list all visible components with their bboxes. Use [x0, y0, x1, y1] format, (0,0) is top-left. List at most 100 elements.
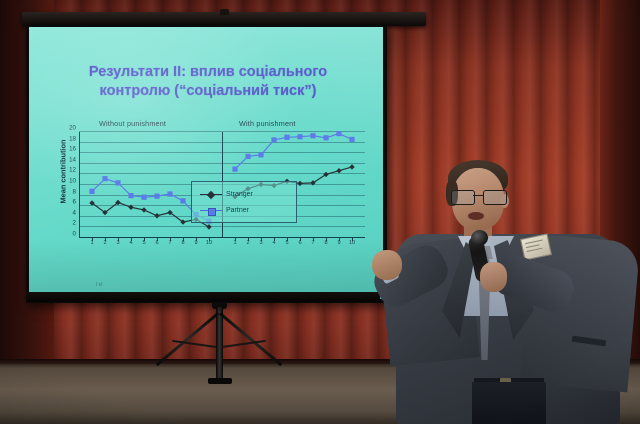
data-point-partner: [258, 152, 264, 158]
data-point-partner: [154, 193, 160, 199]
data-point-partner: [349, 136, 355, 143]
y-tick-label: 18: [69, 135, 76, 143]
x-tick-mark: [157, 238, 158, 241]
legend-label-partner: Partner: [226, 206, 249, 214]
data-point-stranger: [167, 209, 173, 216]
data-point-partner: [128, 193, 134, 199]
screen-tripod-stand: [150, 296, 290, 384]
data-point-partner: [232, 166, 238, 172]
presenter-ear: [500, 194, 509, 208]
legend-line-partner: [200, 207, 222, 216]
x-tick-label: 2: [103, 240, 107, 246]
tripod-center-post: [216, 307, 223, 379]
legend-item-partner: Partner: [200, 204, 249, 216]
x-tick-mark: [209, 238, 210, 241]
y-tick-label: 6: [72, 198, 76, 206]
presenter-trousers: [472, 382, 546, 424]
data-point-partner: [245, 153, 251, 159]
x-tick-mark: [144, 238, 145, 241]
x-tick-mark: [261, 238, 262, 241]
data-point-partner: [89, 188, 95, 194]
y-tick-label: 20: [69, 124, 76, 132]
x-tick-mark: [131, 238, 132, 241]
panel-header-without-punishment: Without punishment: [99, 119, 167, 128]
y-tick-label: 0: [72, 230, 76, 238]
data-point-partner: [115, 180, 121, 186]
presenter-hair-side: [446, 180, 458, 206]
data-point-partner: [167, 191, 173, 197]
gridline: [79, 131, 365, 132]
y-tick-label: 8: [72, 188, 76, 196]
data-point-partner: [102, 176, 108, 182]
x-tick-label: 3: [116, 240, 120, 246]
data-point-partner: [180, 198, 186, 204]
data-point-stranger: [349, 164, 355, 170]
presenter: [368, 150, 640, 424]
x-tick-label: 9: [337, 240, 341, 246]
slide: Результати II: вплив соціального контрол…: [29, 27, 383, 299]
x-tick-mark: [352, 238, 353, 241]
y-tick-label: 12: [69, 166, 76, 174]
x-tick-mark: [105, 238, 106, 241]
legend-item-stranger: Stranger: [200, 188, 253, 200]
data-point-stranger: [336, 167, 342, 174]
x-tick-mark: [300, 238, 301, 241]
stage-floor-edge: [0, 359, 640, 364]
y-tick-label: 4: [72, 209, 76, 217]
x-tick-mark: [235, 238, 236, 241]
x-tick-label: 1: [90, 240, 94, 246]
x-tick-label: 4: [272, 240, 276, 246]
y-axis-line: [79, 132, 80, 238]
x-tick-label: 7: [168, 240, 172, 246]
legend-label-stranger: Stranger: [226, 190, 253, 198]
chart-legend: Stranger Partner: [191, 181, 297, 223]
diamond-marker-icon: [206, 190, 216, 199]
x-tick-label: 5: [285, 240, 289, 246]
x-tick-label: 1: [233, 240, 237, 246]
square-marker-icon: [208, 207, 216, 216]
data-point-stranger: [115, 199, 121, 206]
x-tick-label: 2: [246, 240, 250, 246]
y-tick-label: 2: [72, 219, 76, 227]
slide-title-line-1: Результати II: вплив соціального: [88, 64, 328, 80]
y-tick-label: 14: [69, 156, 76, 164]
glasses-lens-left: [451, 190, 475, 205]
x-tick-mark: [339, 238, 340, 241]
legend-line-stranger: [200, 190, 222, 199]
slide-title: Результати II: вплив соціального контрол…: [53, 63, 363, 101]
projection-screen: Результати II: вплив соціального контрол…: [26, 24, 387, 303]
slide-artifact-text: ги: [96, 282, 103, 288]
data-point-stranger: [323, 171, 329, 178]
data-point-partner: [141, 194, 147, 200]
x-tick-mark: [287, 238, 288, 241]
x-tick-mark: [170, 238, 171, 241]
x-tick-label: 8: [324, 240, 328, 246]
x-tick-label: 7: [311, 240, 315, 246]
x-tick-label: 6: [298, 240, 302, 246]
projection-screen-top-bar: [22, 9, 426, 26]
x-tick-mark: [313, 238, 314, 241]
data-point-partner: [297, 134, 303, 140]
x-tick-mark: [118, 238, 119, 241]
data-point-partner: [323, 135, 329, 141]
x-tick-label: 4: [129, 240, 133, 246]
data-point-partner: [310, 133, 316, 139]
projection-screen-surface: Результати II: вплив соціального контрол…: [29, 27, 383, 299]
data-point-stranger: [102, 209, 108, 216]
projection-screen-bottom-bar: [26, 292, 380, 302]
glasses-icon: [450, 190, 508, 205]
glasses-lens-right: [483, 190, 507, 205]
x-tick-label: 10: [205, 240, 213, 246]
series-lines: [89, 130, 355, 230]
x-tick-label: 5: [142, 240, 146, 246]
presenter-fist-left: [372, 250, 402, 280]
x-tick-mark: [326, 238, 327, 241]
x-tick-label: 6: [155, 240, 159, 246]
data-point-partner: [284, 134, 290, 140]
data-point-stranger: [128, 204, 134, 210]
y-tick-label: 16: [69, 145, 76, 153]
x-tick-mark: [92, 238, 93, 241]
series-line-stranger: [91, 201, 210, 228]
glasses-bridge: [473, 195, 483, 197]
